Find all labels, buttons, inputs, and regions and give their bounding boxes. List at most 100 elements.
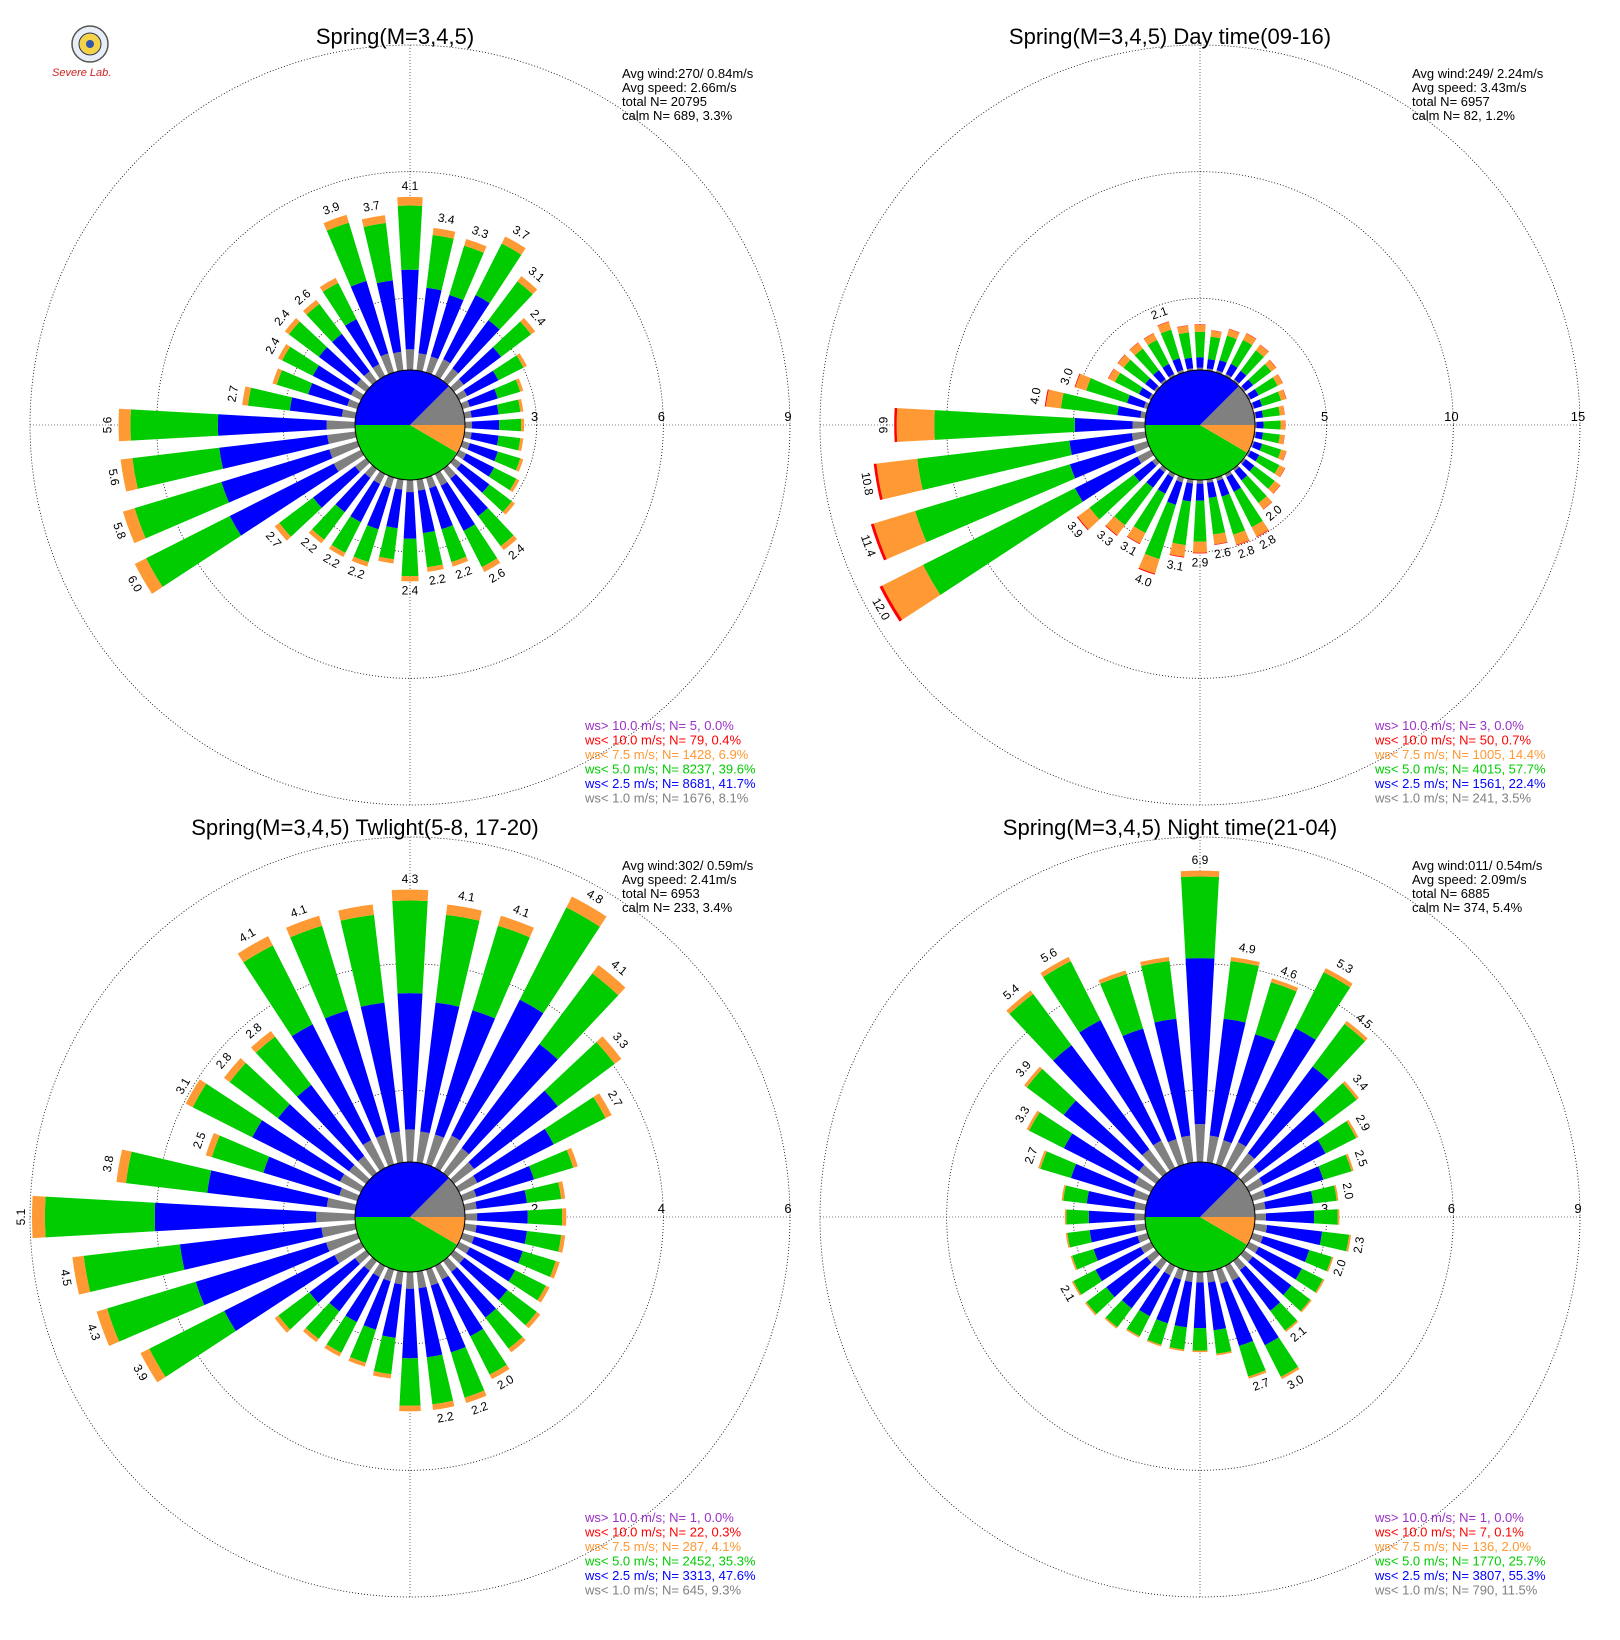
petal-180-lt7_5 [1192,541,1208,553]
petal-170-lt5 [1208,496,1226,535]
petal-120-lt1 [1246,449,1251,457]
petal-label-290: 2.7 [1022,1145,1041,1166]
petal-260-lt7_5 [120,458,138,492]
petal-330-lt10 [1143,332,1154,340]
petal-210-lt2_5 [345,1273,380,1323]
petal-210-lt7_5 [324,1344,342,1357]
petal-200-lt1 [383,1267,395,1282]
petal-170-lt1 [416,1270,427,1289]
legend-entry: ws< 2.5 m/s; N= 3807, 55.3% [1374,1568,1546,1583]
petal-20-lt2_5 [434,1010,496,1138]
petal-250-lt7_5 [1070,1255,1078,1271]
petal-120-lt1 [456,449,467,460]
petal-310-lt5 [1123,359,1151,384]
petal-290-lt5 [1086,378,1130,403]
petal-150-lt7_5 [489,1364,510,1380]
petal-270-lt1 [1134,1213,1146,1221]
petal-150-lt5 [463,524,498,568]
petal-0-lt1 [405,349,415,371]
petal-260-lt1 [327,431,357,445]
legend-entry: ws< 2.5 m/s; N= 1561, 22.4% [1374,776,1546,791]
petal-110-lt1 [460,1232,475,1244]
petal-190-lt5 [379,526,398,560]
legend-entry: ws< 5.0 m/s; N= 2452, 35.3% [584,1554,756,1569]
petal-320-lt2_5 [332,333,370,377]
petal-0-lt1 [405,1129,415,1163]
petal-50-lt5 [544,1042,615,1107]
petal-90-lt2_5 [477,1210,528,1224]
petal-label-160: 2.7 [1251,1375,1272,1394]
petal-350-lt7_5 [1140,956,1170,967]
petal-320-lt5 [255,1036,312,1097]
petal-170-lt2_5 [417,489,435,534]
petal-70-lt2_5 [467,388,498,407]
petal-160-lt2_5 [1216,478,1230,497]
petal-130-lt1 [1240,1249,1253,1263]
petal-label-100: 2.3 [1350,1235,1367,1254]
petal-290-lt2_5 [1070,1163,1136,1197]
petal-210-lt7_5 [1125,1328,1140,1338]
petal-40-lt7_5 [1255,344,1269,357]
petal-label-80: 2.0 [1340,1181,1357,1200]
petal-80-lt10 [1282,405,1285,415]
petal-50-lt2_5 [458,347,502,385]
petal-60-lt2_5 [1247,389,1259,400]
petal-80-lt2_5 [470,404,499,418]
ring-label: 3 [1321,1201,1328,1216]
petal-label-200: 4.0 [1133,571,1154,590]
petal-190-lt7_5 [378,556,394,564]
petal-350-lt2_5 [360,1002,400,1134]
petal-140-lt2_5 [450,473,488,517]
legend-entry: ws> 10.0 m/s; N= 1, 0.0% [1374,1510,1524,1525]
petal-90-lt7_5 [1280,420,1286,430]
petal-250-lt2_5 [1069,445,1137,479]
petal-110-lt5 [1304,1249,1332,1272]
petal-110-lt2_5 [467,443,498,462]
ring-label: 9 [784,409,791,424]
petal-280-lt10 [1044,389,1049,407]
petal-230-lt1 [1146,1249,1160,1263]
petal-230-lt7_5 [274,1315,291,1333]
ring-label: 5 [1321,409,1328,424]
petal-110-lt5 [494,451,521,471]
petal-170-lt1 [1206,1270,1216,1283]
petal-label-300: 2.4 [262,335,283,357]
petal-150-lt5 [470,1328,507,1375]
petal-210-lt5 [331,516,361,553]
petal-label-190: 3.1 [1166,557,1185,574]
petal-240-lt2_5 [229,463,339,536]
petal-90-lt2_5 [1256,421,1264,429]
petal-50-lt5 [1313,1083,1357,1124]
petal-260-lt7_5 [1065,1232,1070,1248]
petal-80-lt5 [1311,1185,1337,1204]
petal-label-70: 2.5 [1352,1148,1371,1169]
petal-190-lt5 [373,1335,396,1375]
petal-120-lt5 [488,467,517,491]
petal-label-320: 2.8 [243,1020,265,1042]
petal-0-lt2_5 [1185,958,1215,1125]
petal-330-lt1 [362,1140,386,1171]
petal-350-lt5 [1141,961,1177,1023]
petal-130-lt1 [1240,457,1246,465]
petal-250-lt7_5 [122,508,146,544]
petal-220-lt1 [364,465,378,478]
petal-290-lt10 [1074,373,1081,388]
petal-label-250: 5.8 [110,520,129,541]
petal-220-lt10 [1105,525,1118,536]
panel-title: Spring(M=3,4,5) [316,24,474,49]
petal-240-lt1 [1137,449,1154,464]
petal-250-lt5 [107,1281,205,1342]
petal-200-lt5 [353,525,379,563]
petal-240-lt7_5 [882,564,941,620]
petal-90-lt5 [1313,1209,1338,1225]
ring-label: 6 [658,409,665,424]
petal-20-lt5 [449,245,484,301]
petal-80-lt7_5 [1278,405,1285,416]
petal-220-lt7_5 [1105,516,1125,536]
legend-entry: ws< 10.0 m/s; N= 22, 0.3% [584,1525,742,1540]
petal-350-lt1 [390,1131,404,1164]
petal-90-lt7_5 [562,1208,567,1226]
petal-270-lt1 [326,420,356,430]
petal-230-lt2_5 [309,1258,360,1304]
